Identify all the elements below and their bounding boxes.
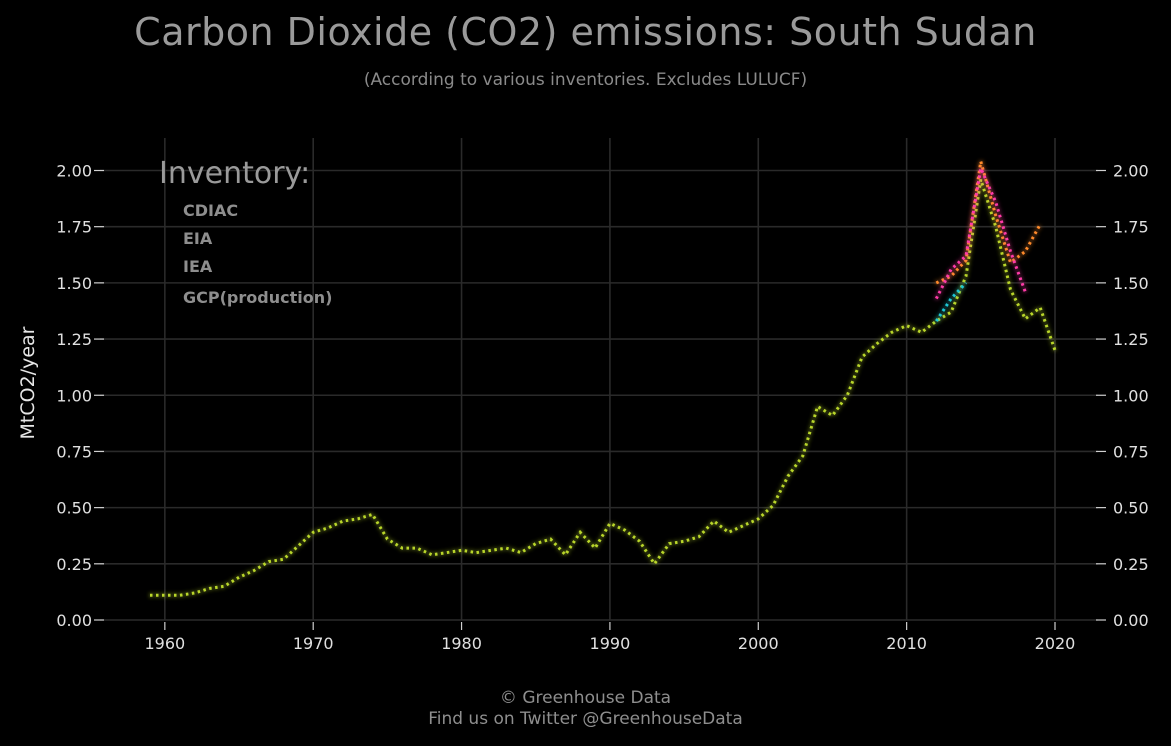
y-tick-label-right: 0.75 [1113,442,1149,461]
x-tick-label: 1990 [590,634,631,653]
y-tick-label-right: 1.00 [1113,386,1149,405]
y-tick-label: 0.50 [56,499,92,518]
y-tick-label-right: 2.00 [1113,162,1149,181]
y-tick-label-right: 0.00 [1113,611,1149,630]
legend-label-eia: EIA [183,229,213,248]
y-tick-label-right: 1.25 [1113,330,1149,349]
legend-label-cdiac: CDIAC [183,201,238,220]
y-tick-label: 2.00 [56,162,92,181]
series-line-iea [935,161,1042,285]
legend-label-iea: IEA [183,257,213,276]
chart-subtitle: (According to various inventories. Exclu… [363,70,808,90]
copyright-text: © Greenhouse Data [499,688,672,708]
y-tick-label: 1.00 [56,386,92,405]
series-line-eia [934,163,1027,300]
legend-label-gcp-production: GCP(production) [183,288,332,307]
x-tick-label: 2020 [1035,634,1076,653]
y-tick-label-right: 1.75 [1113,218,1149,237]
y-tick-label-right: 1.50 [1113,274,1149,293]
x-tick-label: 1980 [441,634,482,653]
y-tick-label: 1.75 [56,218,92,237]
footer: © Greenhouse Data Find us on Twitter @Gr… [0,688,1171,730]
y-axis-right: 0.00 0.25 0.50 0.75 1.00 1.25 1.50 1.75 2.00 [1096,162,1149,630]
y-tick-label-right: 0.25 [1113,555,1149,574]
y-tick-label-right: 0.50 [1113,499,1149,518]
y-axis-label: MtCO2/year [17,326,39,439]
x-tick-label: 1960 [144,634,185,653]
twitter-credit: Find us on Twitter @GreenhouseData [428,709,743,729]
y-tick-label: 0.75 [56,442,92,461]
chart-title: Carbon Dioxide (CO2) emissions: South Su… [134,10,1037,54]
y-tick-label: 0.25 [56,555,92,574]
series-lines [150,161,1057,597]
x-axis: 1960 1970 1980 1990 2000 2010 2020 [144,622,1075,653]
series-line-gcp-production [150,179,1057,597]
x-tick-label: 2010 [886,634,927,653]
grid-lines [100,138,1098,621]
legend: Inventory: CDIAC EIA IEA GCP(production) [124,156,332,307]
y-tick-label: 1.50 [56,274,92,293]
legend-title: Inventory: [159,156,310,191]
y-tick-label: 0.00 [56,611,92,630]
y-axis-left: 0.00 0.25 0.50 0.75 1.00 1.25 1.50 1.75 2.00 [56,162,104,630]
x-tick-label: 2000 [738,634,779,653]
y-tick-label: 1.25 [56,330,92,349]
series-line-cdiac [935,281,968,322]
x-tick-label: 1970 [293,634,334,653]
